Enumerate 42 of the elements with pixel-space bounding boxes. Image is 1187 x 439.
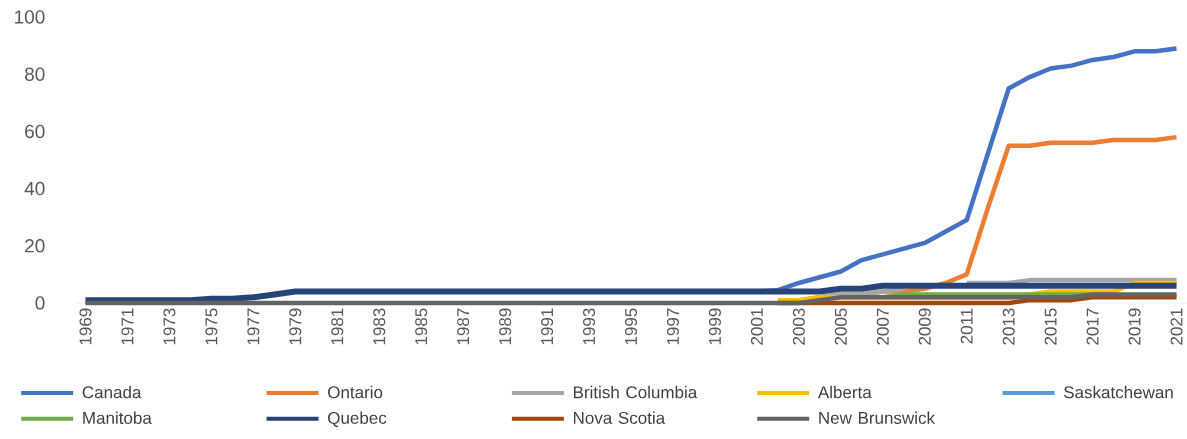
x-tick-label: 1997 xyxy=(666,308,679,345)
x-tick-label: 2005 xyxy=(834,308,847,345)
x-tick-label: 2017 xyxy=(1086,308,1099,345)
x-tick-label: 2011 xyxy=(960,308,973,344)
x-tick-label: 1993 xyxy=(583,308,596,345)
x-tick-label: 1983 xyxy=(373,308,386,345)
x-tick-label: 1987 xyxy=(457,308,470,345)
legend-label: Alberta xyxy=(817,385,872,399)
x-tick-label: 1981 xyxy=(331,308,344,345)
legend-label: Manitoba xyxy=(83,411,152,424)
x-tick-label: 1969 xyxy=(79,308,92,345)
x-tick-label: 1977 xyxy=(247,308,260,345)
x-tick-label: 1975 xyxy=(205,308,218,345)
x-tick-label: 1991 xyxy=(541,308,554,345)
x-tick-label: 1971 xyxy=(121,308,134,345)
x-tick-label: 2021 xyxy=(1170,308,1183,345)
y-tick-label: 100 xyxy=(15,10,45,24)
y-tick-label: 60 xyxy=(25,124,45,139)
x-tick-label: 2013 xyxy=(1002,308,1015,345)
legend-label: Quebec xyxy=(328,411,387,428)
legend-label: Canada xyxy=(82,385,142,399)
x-tick-label: 1979 xyxy=(289,308,302,345)
x-tick-label: 2001 xyxy=(750,308,763,345)
x-tick-label: 1999 xyxy=(708,308,721,345)
x-tick-label: 2019 xyxy=(1128,308,1141,345)
x-tick-label: 1973 xyxy=(163,308,176,345)
x-tick-label: 2007 xyxy=(876,308,889,345)
y-tick-label: 40 xyxy=(24,181,45,196)
x-tick-label: 1985 xyxy=(415,308,428,345)
x-tick-label: 2003 xyxy=(792,308,805,345)
legend-label: New Brunswick xyxy=(819,411,936,424)
y-tick-label: 80 xyxy=(24,67,45,81)
y-tick-label: 0 xyxy=(35,296,45,310)
x-tick-label: 2009 xyxy=(918,308,931,345)
legend-label: Ontario xyxy=(328,385,383,399)
legend-label: British Columbia xyxy=(573,385,698,399)
x-tick-label: 1989 xyxy=(499,308,512,345)
x-tick-label: 1995 xyxy=(624,308,638,345)
legend-label: Nova Scotia xyxy=(573,411,666,424)
x-tick-label: 2015 xyxy=(1044,308,1057,345)
legend-label: Saskatchewan xyxy=(1063,385,1173,399)
y-tick-label: 20 xyxy=(25,239,45,253)
